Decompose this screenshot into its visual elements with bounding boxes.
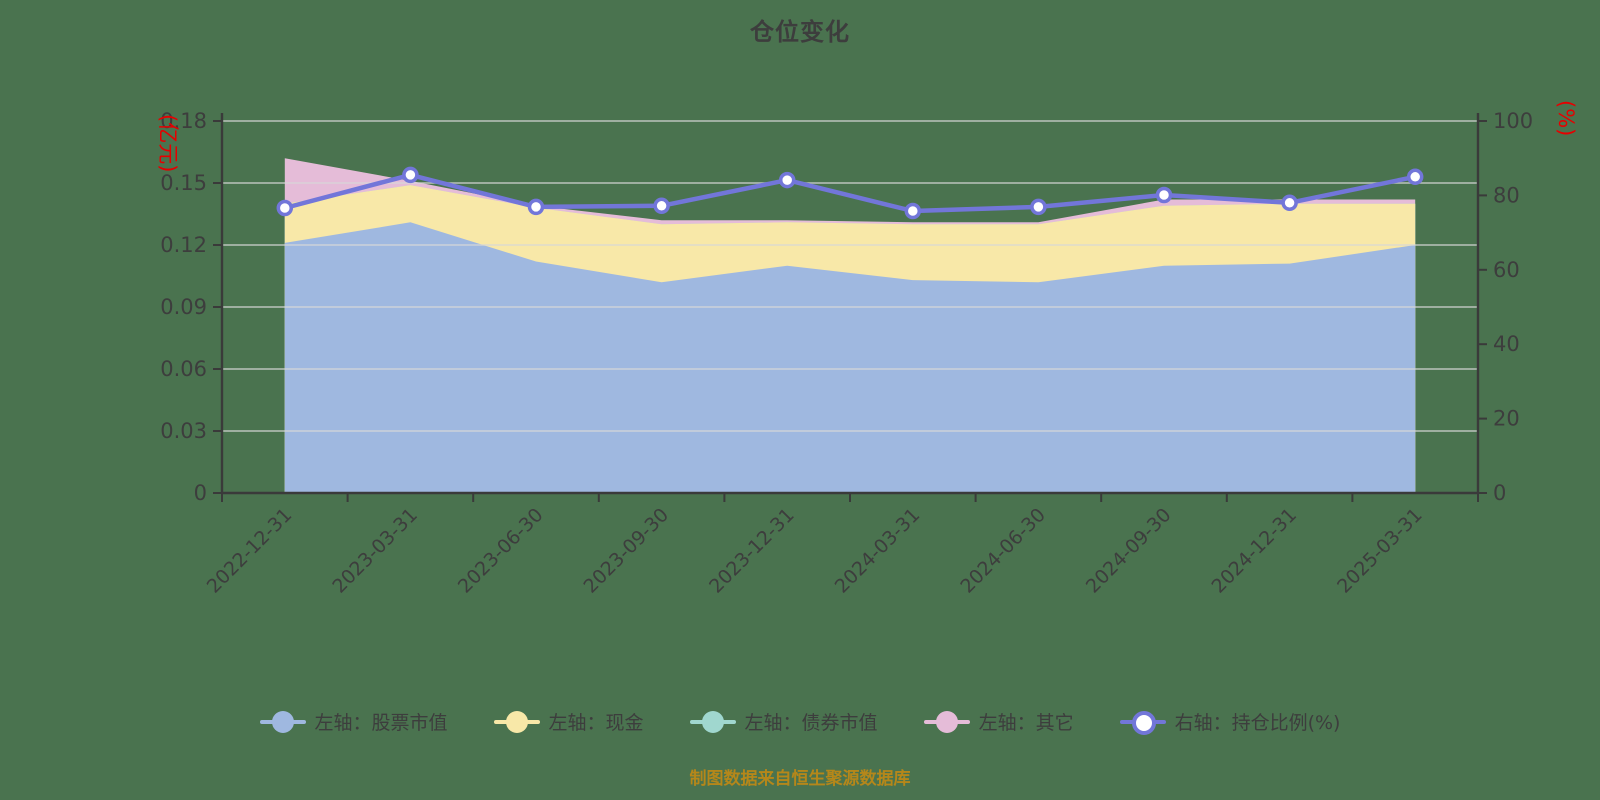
stocks-series-marker-icon (259, 710, 306, 734)
ratio-data-point[interactable] (1281, 194, 1298, 212)
data-source-note: 制图数据来自恒生聚源数据库 (689, 769, 911, 789)
ratio-data-point[interactable] (1030, 198, 1047, 216)
ratio-data-point[interactable] (276, 199, 294, 217)
right-axis-tick-label: 60 (1493, 258, 1520, 282)
x-axis-category-label: 2024-12-31 (1207, 504, 1301, 598)
left-axis-tick-label: 0.09 (160, 295, 207, 319)
legend-item-cash[interactable]: 左轴：现金 (493, 708, 644, 735)
legend-label: 左轴：债券市值 (744, 712, 878, 734)
right-axis-tick-label: 80 (1493, 183, 1520, 207)
legend-label: 右轴：持仓比例(%) (1174, 712, 1341, 734)
x-axis-category-label: 2024-03-31 (831, 504, 925, 598)
ratio-data-point[interactable] (1406, 168, 1424, 186)
x-axis-category-label: 2024-06-30 (956, 504, 1050, 598)
ratio-data-point[interactable] (904, 202, 922, 220)
x-axis-category-label: 2023-09-30 (579, 504, 673, 598)
legend-label: 左轴：股票市值 (314, 712, 448, 734)
right-axis-tick-label: 20 (1493, 407, 1520, 431)
legend-label: 左轴：其它 (978, 712, 1074, 734)
bonds-series-marker-icon (689, 710, 736, 734)
left-axis-unit-label: (亿元) (156, 114, 180, 173)
ratio-data-point[interactable] (1155, 186, 1173, 204)
x-axis-category-label: 2022-12-31 (203, 504, 297, 598)
right-axis-tick-label: 40 (1493, 332, 1520, 356)
x-axis-category-label: 2023-12-31 (705, 504, 799, 598)
other-series-marker-icon (923, 710, 970, 734)
legend-item-stocks[interactable]: 左轴：股票市值 (259, 708, 448, 735)
left-axis-tick-label: 0 (194, 481, 207, 505)
ratio-data-point[interactable] (653, 197, 670, 215)
legend-item-ratio[interactable]: 右轴：持仓比例(%) (1119, 708, 1341, 735)
right-axis-tick-label: 100 (1493, 109, 1533, 133)
right-axis-tick-label: 0 (1493, 481, 1506, 505)
legend-item-other[interactable]: 左轴：其它 (923, 708, 1074, 735)
legend: 左轴：股票市值 左轴：现金 左轴：债券市值 左轴：其它 右轴：持仓比例(%) (0, 708, 1600, 735)
left-axis-tick-label: 0.12 (160, 233, 207, 257)
left-axis-tick-label: 0.15 (160, 171, 207, 195)
ratio-line (282, 172, 1418, 214)
ratio-data-point[interactable] (527, 198, 545, 216)
legend-item-bonds[interactable]: 左轴：债券市值 (689, 708, 878, 735)
x-axis-category-label: 2025-03-31 (1333, 504, 1427, 598)
x-axis-category-label: 2024-09-30 (1082, 504, 1176, 598)
chart-title: 仓位变化 (750, 18, 850, 46)
ratio-data-point[interactable] (402, 166, 419, 184)
cash-series-marker-icon (493, 710, 540, 734)
left-axis-tick-label: 0.03 (160, 419, 207, 443)
x-axis-category-label: 2023-06-30 (454, 504, 548, 598)
legend-label: 左轴：现金 (548, 712, 644, 734)
left-axis-tick-label: 0.18 (160, 109, 207, 133)
left-axis-tick-label: 0.06 (160, 357, 207, 381)
right-axis-unit-label: (%) (1554, 100, 1578, 137)
ratio-series-marker-icon (1119, 710, 1166, 735)
x-axis-category-label: 2023-03-31 (328, 504, 422, 598)
ratio-data-point[interactable] (778, 171, 796, 189)
area-stocks (284, 222, 1416, 494)
